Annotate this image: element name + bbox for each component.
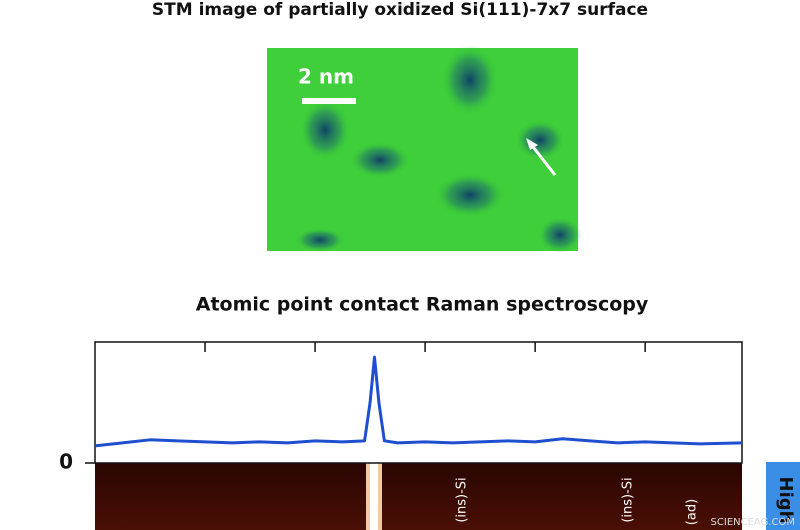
watermark: SCIENCEAG.COM xyxy=(711,517,795,528)
heatmap-label: (ins)-Si xyxy=(455,477,470,522)
stm-image xyxy=(267,45,582,253)
plot-frame xyxy=(94,341,743,464)
chart-title: Atomic point contact Raman spectroscopy xyxy=(196,294,649,316)
stm-title: STM image of partially oxidized Si(111)-… xyxy=(152,0,648,20)
colorbar-label: High xyxy=(775,477,796,524)
y-tick-label: 0 xyxy=(59,450,73,474)
heatmap-label: (ad) xyxy=(685,499,700,525)
spectrum-line xyxy=(94,355,743,448)
heatmap xyxy=(95,462,800,530)
scale-bar-label: 2 nm xyxy=(298,65,354,89)
heatmap-label: (ins)-Si xyxy=(621,477,636,522)
